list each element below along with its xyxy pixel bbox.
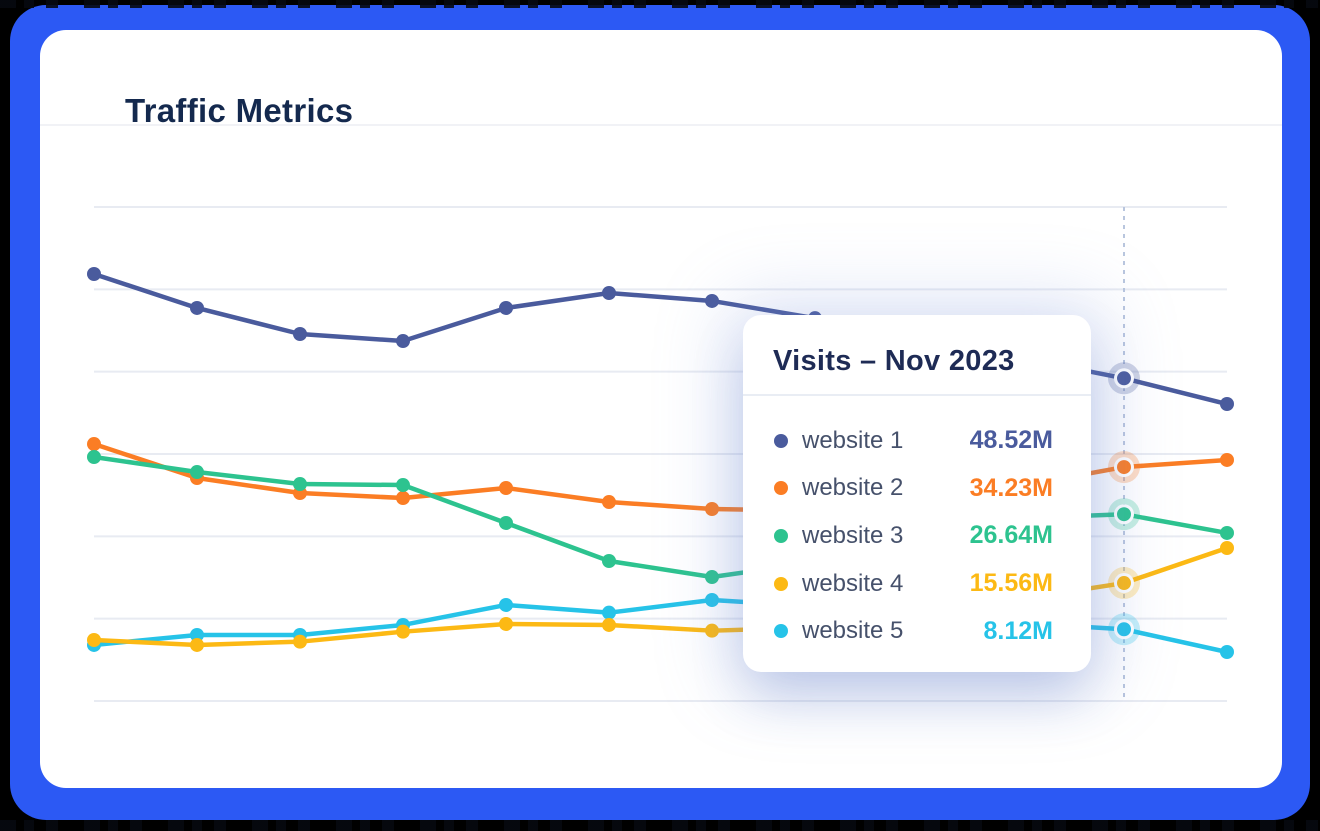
data-point-website-4[interactable] [705, 623, 719, 638]
data-point-website-2[interactable] [602, 495, 616, 510]
data-point-website-3[interactable] [293, 477, 307, 492]
series-color-dot [774, 433, 788, 448]
data-point-website-2[interactable] [499, 480, 513, 495]
tooltip-row: website 1 48.52M [774, 417, 1053, 465]
data-point-website-1[interactable] [87, 266, 101, 281]
page-title: Traffic Metrics [125, 92, 354, 129]
data-point-website-2[interactable] [1117, 460, 1131, 475]
data-point-website-5[interactable] [190, 627, 204, 642]
tooltip-rows: website 1 48.52M website 2 34.23M websit… [743, 396, 1091, 655]
data-point-website-3[interactable] [87, 449, 101, 464]
tooltip-row: website 4 15.56M [774, 560, 1053, 608]
data-point-website-1[interactable] [602, 286, 616, 301]
data-point-website-5[interactable] [1117, 622, 1131, 637]
series-color-dot [774, 481, 788, 496]
data-point-website-4[interactable] [190, 637, 204, 652]
data-point-website-4[interactable] [396, 624, 410, 639]
tooltip-row-value: 8.12M [983, 616, 1053, 645]
data-point-website-3[interactable] [190, 465, 204, 480]
tooltip-divider [743, 394, 1091, 396]
header-divider [40, 124, 1282, 126]
screenshot-edge-artifact-top [0, 0, 1320, 8]
data-point-website-2[interactable] [705, 501, 719, 516]
data-point-website-1[interactable] [293, 327, 307, 342]
series-color-dot [774, 576, 788, 591]
chart-tooltip: Visits – Nov 2023 website 1 48.52M websi… [743, 315, 1091, 672]
data-point-website-1[interactable] [1117, 371, 1131, 386]
tooltip-row-label: website 2 [802, 474, 904, 502]
tooltip-row-value: 48.52M [969, 426, 1053, 455]
data-point-website-5[interactable] [602, 605, 616, 620]
tooltip-row-value: 15.56M [969, 569, 1053, 598]
tooltip-row: website 3 26.64M [774, 512, 1053, 560]
tooltip-row-value: 34.23M [969, 473, 1053, 502]
data-point-website-3[interactable] [499, 515, 513, 530]
data-point-website-3[interactable] [705, 570, 719, 585]
data-point-website-3[interactable] [1220, 525, 1234, 540]
tooltip-row-value: 26.64M [969, 521, 1053, 550]
data-point-website-4[interactable] [1220, 541, 1234, 556]
data-point-website-4[interactable] [602, 617, 616, 632]
tooltip-row: website 5 8.12M [774, 607, 1053, 655]
data-point-website-4[interactable] [293, 634, 307, 649]
data-point-website-1[interactable] [705, 293, 719, 308]
data-point-website-2[interactable] [87, 437, 101, 452]
series-color-dot [774, 528, 788, 543]
data-point-website-4[interactable] [1117, 576, 1131, 591]
screenshot-edge-artifact-bottom [0, 820, 1320, 831]
data-point-website-5[interactable] [705, 593, 719, 608]
tooltip-row-label: website 5 [802, 617, 904, 645]
tooltip-row: website 2 34.23M [774, 465, 1053, 513]
data-point-website-5[interactable] [499, 597, 513, 612]
data-point-website-4[interactable] [87, 633, 101, 648]
data-point-website-1[interactable] [1220, 397, 1234, 412]
data-point-website-3[interactable] [602, 553, 616, 568]
data-point-website-2[interactable] [396, 490, 410, 505]
data-point-website-5[interactable] [1220, 644, 1234, 659]
tooltip-row-label: website 1 [802, 426, 904, 454]
data-point-website-1[interactable] [396, 334, 410, 349]
data-point-website-1[interactable] [499, 300, 513, 315]
tooltip-row-label: website 4 [802, 569, 904, 597]
data-point-website-4[interactable] [499, 616, 513, 631]
data-point-website-3[interactable] [1117, 507, 1131, 522]
data-point-website-3[interactable] [396, 478, 410, 493]
data-point-website-1[interactable] [190, 300, 204, 315]
tooltip-row-label: website 3 [802, 521, 904, 549]
data-point-website-2[interactable] [1220, 452, 1234, 467]
tooltip-title: Visits – Nov 2023 [773, 345, 1015, 377]
series-color-dot [774, 624, 788, 639]
